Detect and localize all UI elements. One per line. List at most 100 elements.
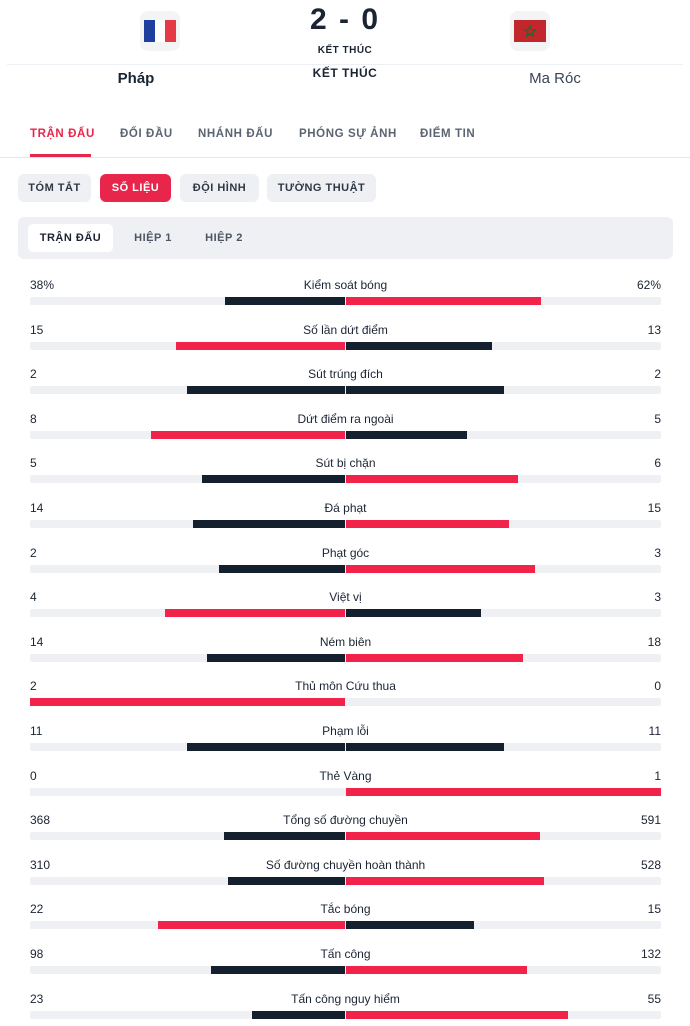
tab-photo-report[interactable]: PHÓNG SỰ ẢNH xyxy=(299,128,397,140)
stat-home-value: 38% xyxy=(30,278,55,292)
stat-bar-track xyxy=(30,965,661,974)
subtab-summary[interactable]: TÓM TẮT xyxy=(18,174,91,202)
tab-match[interactable]: TRẬN ĐẤU xyxy=(30,128,95,140)
stat-row: 98 Tấn công 132 xyxy=(30,944,661,989)
stat-bar-home xyxy=(228,876,345,885)
stat-home-value: 15 xyxy=(30,322,44,337)
stat-bar-track xyxy=(30,876,661,885)
stat-bar-track xyxy=(30,1010,661,1019)
period-tab-first-half[interactable]: HIỆP 1 xyxy=(134,232,172,244)
stat-away-value: 15 xyxy=(647,500,661,515)
subtab-commentary[interactable]: TƯỜNG THUẬT xyxy=(267,174,376,202)
stat-bar-track xyxy=(30,475,661,484)
stat-away-value: 13 xyxy=(647,322,661,337)
stat-label: Số đường chuyền hoàn thành xyxy=(265,857,426,872)
stat-bar-home xyxy=(165,609,345,618)
stat-bar-away xyxy=(346,1010,568,1019)
stat-bar-track xyxy=(30,742,661,751)
match-status: KẾT THÚC xyxy=(312,66,378,80)
stat-bar-track xyxy=(30,564,661,573)
stat-home-value: 4 xyxy=(30,590,37,605)
period-tab-second-half[interactable]: HIỆP 2 xyxy=(205,232,243,244)
stat-bar-away xyxy=(346,475,518,484)
stat-bar-home xyxy=(252,1010,345,1019)
stat-bar-track xyxy=(30,921,661,930)
stat-row: 2 Thủ môn Cứu thua 0 xyxy=(30,676,661,721)
match-score: 2 - 0 xyxy=(309,3,381,36)
tab-news[interactable]: ĐIỂM TIN xyxy=(420,128,476,140)
away-flag xyxy=(510,11,550,51)
stat-bar-track xyxy=(30,430,661,439)
stat-row: 368 Tổng số đường chuyền 591 xyxy=(30,810,661,855)
stat-away-value: 3 xyxy=(654,590,661,605)
stat-away-value: 11 xyxy=(648,723,661,738)
home-flag xyxy=(140,11,180,51)
stat-row: 310 Số đường chuyền hoàn thành 528 xyxy=(30,855,661,900)
stat-bar-away xyxy=(346,742,504,751)
stat-bar-away xyxy=(346,787,661,796)
stat-bar-track xyxy=(30,698,661,707)
stat-bar-away xyxy=(346,519,509,528)
stat-label: Tấn công xyxy=(320,946,371,961)
stat-away-value: 5 xyxy=(654,411,661,426)
stat-bar-home xyxy=(207,653,345,662)
morocco-flag-icon xyxy=(514,20,546,42)
stat-bar-away xyxy=(346,832,540,841)
stat-label: Đá phạt xyxy=(324,500,367,515)
stat-row: 4 Việt vị 3 xyxy=(30,587,661,632)
stat-label: Phạm lỗi xyxy=(322,723,369,738)
home-team-name[interactable]: Pháp xyxy=(117,70,155,87)
stat-home-value: 14 xyxy=(30,500,44,515)
stat-row: 5 Sút bị chặn 6 xyxy=(30,453,661,498)
tab-head-to-head[interactable]: ĐỐI ĐẦU xyxy=(120,128,173,140)
france-flag-icon xyxy=(144,20,177,42)
stat-bar-home xyxy=(219,564,345,573)
stat-row: 14 Đá phạt 15 xyxy=(30,498,661,543)
stat-label: Tắc bóng xyxy=(320,902,371,917)
stat-label: Sút trúng đích xyxy=(308,367,383,382)
stat-label: Số lần dứt điểm xyxy=(303,322,388,337)
stat-bar-home xyxy=(225,297,345,305)
stat-bar-away xyxy=(346,965,527,974)
stat-home-value: 98 xyxy=(30,946,44,961)
stats-list: 38% Kiểm soát bóng 62% 15 Số lần dứt điểm 13 2… xyxy=(30,275,661,1026)
stat-home-value: 2 xyxy=(30,545,37,560)
stat-row: 11 Phạm lỗi 11 xyxy=(30,721,661,766)
stat-bar-home xyxy=(211,965,345,974)
stat-label: Thẻ Vàng xyxy=(319,768,372,783)
period-tab-full-match[interactable]: TRẬN ĐẤU xyxy=(28,224,113,252)
stat-away-value: 62% xyxy=(636,278,661,292)
stat-away-value: 3 xyxy=(654,545,661,560)
main-tabs: TRẬN ĐẤU ĐỐI ĐẦU NHÁNH ĐẤU PHÓNG SỰ ẢNH … xyxy=(0,118,690,158)
stat-home-value: 5 xyxy=(30,456,37,471)
stat-label: Ném biên xyxy=(319,634,372,649)
stat-bar-away xyxy=(346,609,481,618)
stat-away-value: 132 xyxy=(640,946,661,961)
stat-bar-away xyxy=(346,876,544,885)
stat-row: 38% Kiểm soát bóng 62% xyxy=(30,275,661,320)
stat-bar-away xyxy=(346,297,541,305)
stat-away-value: 15 xyxy=(647,902,661,917)
stat-bar-home xyxy=(193,519,345,528)
stat-row: 23 Tấn công nguy hiểm 55 xyxy=(30,989,661,1026)
stat-bar-home xyxy=(187,386,345,395)
stat-bar-track xyxy=(30,653,661,662)
stat-bar-home xyxy=(187,742,345,751)
stat-bar-track xyxy=(30,341,661,350)
stat-home-value: 310 xyxy=(30,857,51,872)
stat-away-value: 6 xyxy=(654,456,661,471)
stat-away-value: 18 xyxy=(647,634,661,649)
stat-bar-away xyxy=(346,653,523,662)
subtab-lineup[interactable]: ĐỘI HÌNH xyxy=(180,174,259,202)
header-divider xyxy=(7,64,683,65)
stat-row: 2 Phạt góc 3 xyxy=(30,543,661,588)
stat-bar-track xyxy=(30,386,661,395)
stat-home-value: 22 xyxy=(30,902,44,917)
subtab-stats[interactable]: SỐ LIỆU xyxy=(100,174,171,202)
stat-bar-away xyxy=(346,430,467,439)
stat-bar-track xyxy=(30,297,661,305)
tab-bracket[interactable]: NHÁNH ĐẤU xyxy=(198,128,274,140)
away-team-name[interactable]: Ma Róc xyxy=(529,70,581,87)
stat-bar-home xyxy=(176,341,345,350)
period-selector: TRẬN ĐẤU HIỆP 1 HIỆP 2 xyxy=(18,217,673,259)
